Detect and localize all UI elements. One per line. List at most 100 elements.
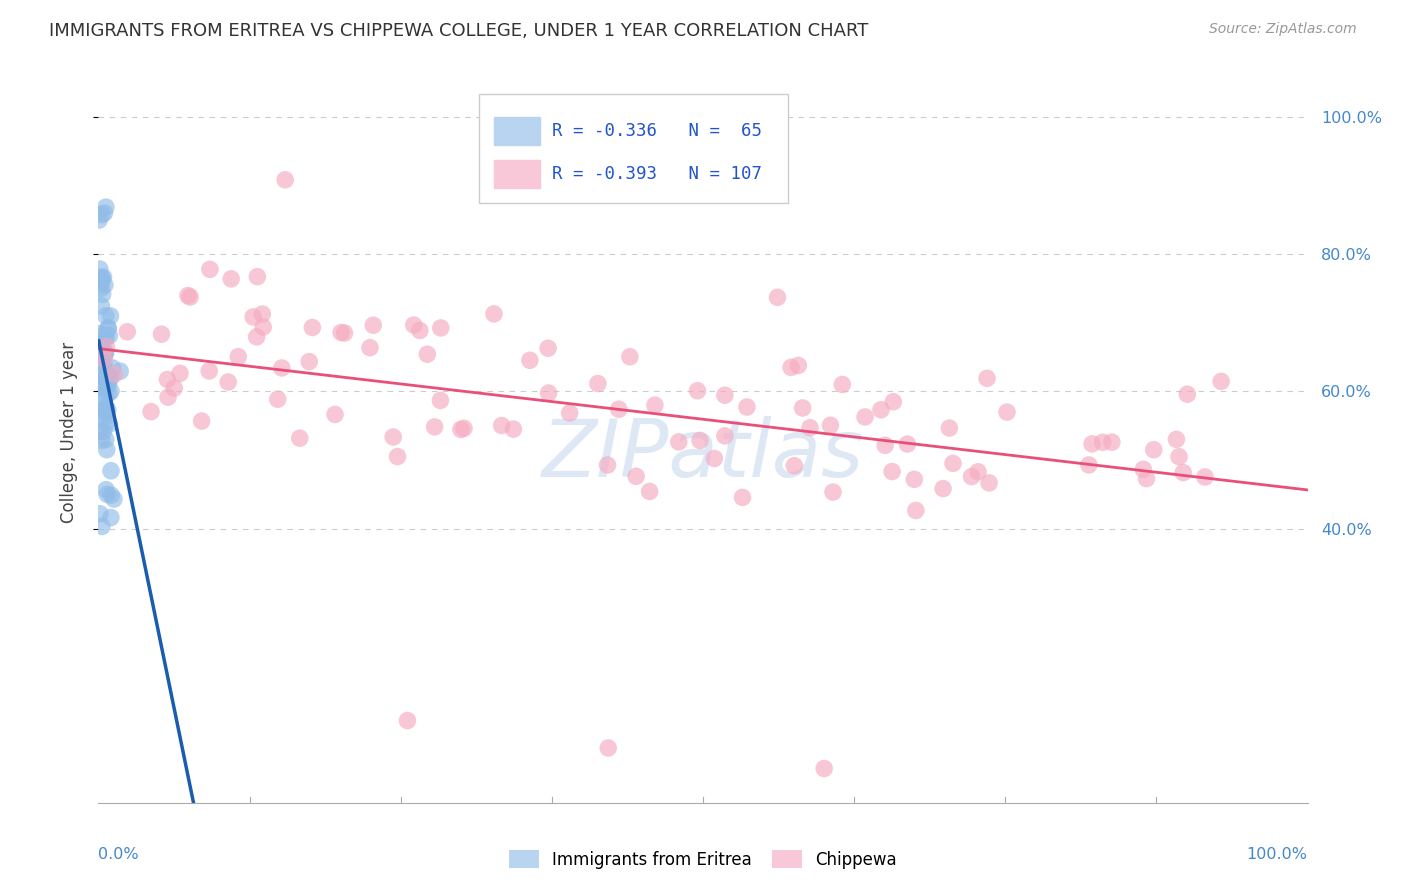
Point [96, 340, 118, 354]
Point [402, 318, 425, 332]
Point [267, 392, 290, 407]
Point [94, 483, 117, 497]
Point [89, 424, 111, 438]
Point [163, 381, 186, 395]
Point [93, 270, 115, 285]
Point [157, 390, 180, 404]
Point [198, 364, 221, 378]
Point [156, 372, 179, 386]
Point [875, 438, 897, 452]
Point [780, 360, 803, 375]
Point [100, 510, 122, 524]
Point [93, 206, 115, 220]
Text: R = -0.393   N = 107: R = -0.393 N = 107 [551, 165, 762, 183]
FancyBboxPatch shape [479, 94, 787, 203]
Point [598, 741, 620, 756]
Point [219, 272, 242, 286]
Point [903, 472, 925, 486]
Point [714, 429, 737, 443]
Point [689, 434, 711, 448]
Point [619, 350, 641, 364]
Point [97, 377, 120, 392]
Point [766, 290, 789, 304]
Point [150, 327, 173, 342]
Point [100, 384, 122, 399]
Point [450, 422, 472, 436]
Point [995, 405, 1018, 419]
Point [93, 425, 115, 439]
Point [94, 346, 117, 360]
Point [382, 430, 405, 444]
Point [252, 320, 274, 334]
Point [177, 288, 200, 302]
Point [246, 330, 269, 344]
Point [416, 347, 439, 361]
Point [333, 326, 356, 340]
Point [89, 507, 111, 521]
Point [1132, 462, 1154, 476]
Point [502, 422, 524, 436]
FancyBboxPatch shape [494, 161, 540, 188]
Point [97, 386, 120, 401]
Point [624, 469, 647, 483]
Text: 100.0%: 100.0% [1247, 847, 1308, 863]
Point [361, 318, 384, 333]
Point [94, 309, 117, 323]
Point [799, 420, 821, 434]
Point [904, 503, 927, 517]
Point [190, 414, 212, 428]
Point [787, 359, 810, 373]
Point [1143, 442, 1166, 457]
Point [93, 371, 115, 385]
Point [409, 324, 432, 338]
Point [117, 325, 139, 339]
Point [821, 485, 844, 500]
Point [820, 418, 842, 433]
Point [108, 364, 131, 378]
Point [882, 394, 904, 409]
Point [942, 456, 965, 470]
Point [1168, 450, 1191, 464]
Point [644, 398, 666, 412]
Point [97, 320, 120, 334]
Point [94, 401, 117, 415]
Point [98, 328, 121, 343]
Point [90, 276, 112, 290]
Point [101, 361, 124, 376]
Point [198, 262, 221, 277]
Point [330, 326, 353, 340]
Point [537, 341, 560, 355]
Point [638, 484, 661, 499]
Point [703, 451, 725, 466]
Point [880, 465, 903, 479]
Point [89, 404, 111, 418]
Point [246, 269, 269, 284]
Text: ZIPatlas: ZIPatlas [541, 416, 865, 494]
Point [93, 410, 115, 425]
Point [792, 401, 814, 415]
Point [98, 417, 121, 431]
Point [558, 406, 581, 420]
Point [853, 409, 876, 424]
Point [482, 307, 505, 321]
Point [938, 421, 960, 435]
Point [1175, 387, 1198, 401]
Point [596, 458, 619, 472]
Point [89, 262, 111, 277]
Point [94, 200, 117, 214]
Point [537, 386, 560, 401]
Point [668, 434, 690, 449]
Point [429, 393, 451, 408]
Point [783, 458, 806, 473]
Point [735, 400, 758, 414]
Point [967, 465, 990, 479]
Point [96, 331, 118, 345]
Legend: Immigrants from Eritrea, Chippewa: Immigrants from Eritrea, Chippewa [509, 850, 897, 869]
Point [274, 173, 297, 187]
Point [90, 281, 112, 295]
Point [89, 330, 111, 344]
Point [359, 341, 381, 355]
Point [1077, 458, 1099, 472]
Point [91, 519, 114, 533]
Point [932, 482, 955, 496]
